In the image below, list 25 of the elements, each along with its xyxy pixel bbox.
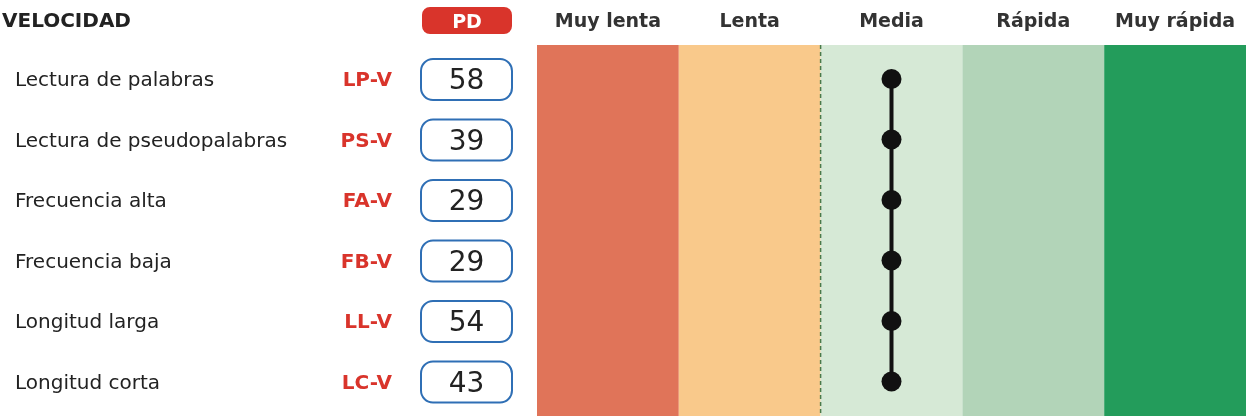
data-label: 29 bbox=[448, 244, 485, 278]
text: LL-V bbox=[344, 309, 393, 333]
text: Muy lenta bbox=[554, 9, 662, 31]
text: Rápida bbox=[996, 9, 1071, 31]
category-label: Longitud corta bbox=[15, 369, 161, 394]
data-label: 54 bbox=[448, 305, 485, 338]
data-label: 39 bbox=[448, 123, 485, 157]
text: Lenta bbox=[719, 9, 780, 31]
data-label: 43 bbox=[448, 365, 485, 399]
text: FA-V bbox=[342, 188, 393, 212]
text: PD bbox=[452, 10, 482, 32]
category-label: Longitud larga bbox=[15, 309, 160, 333]
text: LC-V bbox=[341, 369, 393, 394]
text: LP-V bbox=[342, 67, 393, 91]
text: PS-V bbox=[340, 127, 393, 152]
text: FB-V bbox=[340, 248, 393, 273]
data-label: 29 bbox=[448, 184, 485, 217]
text: VELOCIDAD bbox=[2, 8, 131, 32]
category-label: Frecuencia alta bbox=[15, 188, 167, 212]
text: Muy rápida bbox=[1115, 9, 1236, 31]
data-label: 58 bbox=[448, 63, 485, 96]
text: Media bbox=[859, 9, 924, 31]
category-label: Lectura de palabras bbox=[15, 67, 215, 91]
category-label: Lectura de pseudopalabras bbox=[15, 127, 288, 152]
category-label: Frecuencia baja bbox=[15, 248, 172, 273]
